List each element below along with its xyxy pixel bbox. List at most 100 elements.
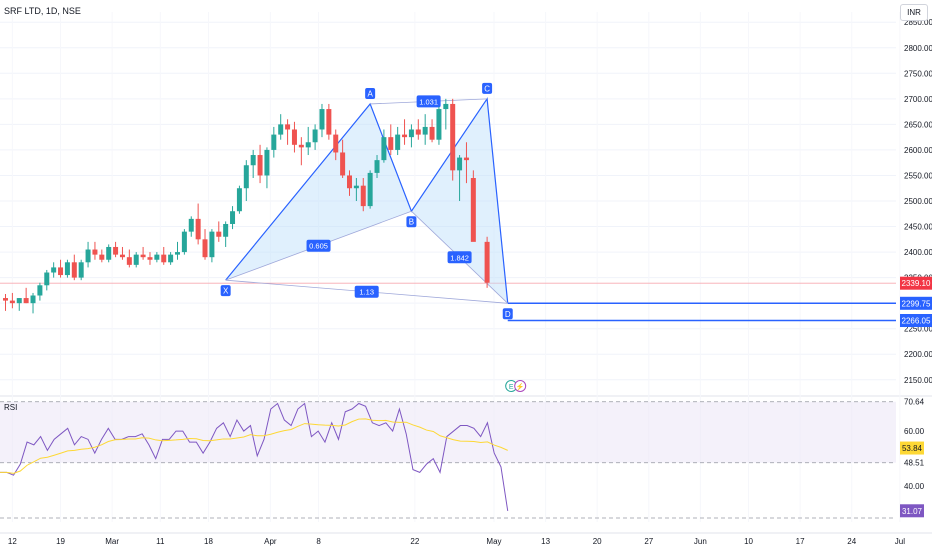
candle-body[interactable] xyxy=(353,185,359,189)
candle-body[interactable] xyxy=(85,249,91,263)
rsi-tick-label: 70.64 xyxy=(904,398,925,407)
candle-body[interactable] xyxy=(154,254,160,260)
candle-body[interactable] xyxy=(257,155,263,176)
pattern-ratio-badge xyxy=(354,285,379,298)
candle-body[interactable] xyxy=(278,124,284,135)
candle-body[interactable] xyxy=(161,254,167,263)
candle-body[interactable] xyxy=(285,124,291,130)
candle-body[interactable] xyxy=(58,267,64,276)
candle-body[interactable] xyxy=(243,165,249,189)
candle-body[interactable] xyxy=(443,103,449,110)
rsi-line[interactable] xyxy=(0,402,509,512)
candle-body[interactable] xyxy=(408,129,414,138)
candle-body[interactable] xyxy=(30,295,36,304)
candle-body[interactable] xyxy=(422,126,428,135)
pattern-fill-bcd xyxy=(411,98,508,304)
candle-body[interactable] xyxy=(216,231,222,237)
candle-body[interactable] xyxy=(78,262,84,278)
candle-body[interactable] xyxy=(326,109,332,135)
candle-body[interactable] xyxy=(140,254,146,258)
pattern-point-label: C xyxy=(484,84,490,93)
candle-body[interactable] xyxy=(181,231,187,253)
candle-body[interactable] xyxy=(9,300,15,304)
candle-body[interactable] xyxy=(106,246,112,260)
candle-body[interactable] xyxy=(250,155,256,166)
candle-body[interactable] xyxy=(236,188,242,212)
candle-body[interactable] xyxy=(298,144,304,148)
time-tick-label: 8 xyxy=(316,537,321,546)
candle-body[interactable] xyxy=(470,178,476,242)
candle-body[interactable] xyxy=(209,231,215,258)
candle-body[interactable] xyxy=(99,254,105,260)
candle-body[interactable] xyxy=(271,134,277,150)
candle-body[interactable] xyxy=(223,223,229,237)
price-tick-label: 2800.00 xyxy=(904,44,932,53)
level-2-label-bg xyxy=(900,314,932,328)
time-tick-label: 27 xyxy=(644,537,653,546)
candle-body[interactable] xyxy=(188,218,194,232)
candle-body[interactable] xyxy=(202,239,208,258)
price-tick-label: 2850.00 xyxy=(904,18,932,27)
candle-body[interactable] xyxy=(463,157,469,161)
price-tick-label: 2250.00 xyxy=(904,325,932,334)
candle-body[interactable] xyxy=(360,185,366,207)
candle-body[interactable] xyxy=(436,109,442,140)
candle-body[interactable] xyxy=(312,129,318,143)
candle-body[interactable] xyxy=(23,298,29,304)
dividend-icon[interactable] xyxy=(514,380,527,392)
dividend-icon-label: ⚡ xyxy=(516,382,525,391)
rsi-ma-line[interactable] xyxy=(0,418,508,474)
time-tick-label: 24 xyxy=(847,537,856,546)
candle-body[interactable] xyxy=(119,254,125,258)
price-tick-label: 2550.00 xyxy=(904,171,932,180)
candle-body[interactable] xyxy=(126,257,132,265)
time-tick-label: 12 xyxy=(8,537,17,546)
candle-body[interactable] xyxy=(264,149,270,176)
rsi-title: RSI xyxy=(4,403,18,412)
candle-body[interactable] xyxy=(340,152,346,176)
candle-body[interactable] xyxy=(347,175,352,189)
candle-body[interactable] xyxy=(44,272,50,286)
candle-body[interactable] xyxy=(305,142,311,148)
candle-body[interactable] xyxy=(457,157,463,171)
candle-body[interactable] xyxy=(415,129,421,135)
candle-body[interactable] xyxy=(381,137,387,161)
candle-body[interactable] xyxy=(147,257,153,260)
candle-body[interactable] xyxy=(3,298,8,301)
candle-body[interactable] xyxy=(71,262,77,278)
candle-body[interactable] xyxy=(429,126,435,140)
rsi-tick-label: 60.00 xyxy=(904,427,925,436)
candle-body[interactable] xyxy=(450,103,456,171)
time-tick-label: 20 xyxy=(593,537,602,546)
candle-body[interactable] xyxy=(133,254,139,265)
candle-body[interactable] xyxy=(333,134,339,153)
price-tick-label: 2750.00 xyxy=(904,69,932,78)
pattern-point-badge xyxy=(482,82,493,94)
level-1-label-bg xyxy=(900,296,932,310)
candle-body[interactable] xyxy=(168,254,174,263)
candle-body[interactable] xyxy=(395,134,401,150)
candle-body[interactable] xyxy=(230,211,236,224)
candle-body[interactable] xyxy=(388,137,394,150)
candle-body[interactable] xyxy=(92,249,98,255)
candle-body[interactable] xyxy=(484,241,490,283)
currency-badge[interactable]: INR xyxy=(900,4,928,21)
candle-body[interactable] xyxy=(319,109,325,130)
time-tick-label: Mar xyxy=(105,537,119,546)
candle-body[interactable] xyxy=(367,172,373,207)
candle-body[interactable] xyxy=(113,246,119,255)
candle-body[interactable] xyxy=(37,285,43,296)
candle-body[interactable] xyxy=(64,262,70,276)
candle-body[interactable] xyxy=(374,160,380,173)
candle-body[interactable] xyxy=(175,252,180,255)
candle-body[interactable] xyxy=(291,129,297,145)
candle-body[interactable] xyxy=(195,218,201,240)
pattern-point-label: B xyxy=(409,218,414,227)
candle-body[interactable] xyxy=(51,267,57,273)
last-price-label: 2339.10 xyxy=(902,279,931,288)
candle-body[interactable] xyxy=(402,134,408,138)
candle-body[interactable] xyxy=(16,298,22,304)
time-tick-label: 10 xyxy=(744,537,753,546)
